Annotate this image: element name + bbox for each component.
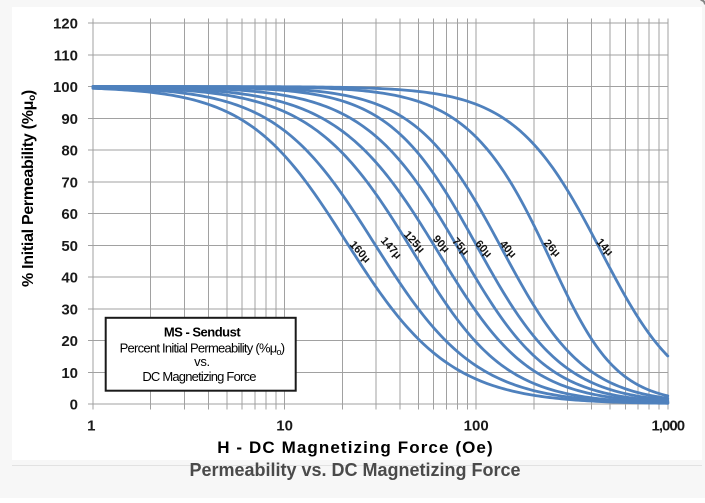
svg-text:10: 10 — [61, 365, 78, 382]
svg-text:80: 80 — [61, 143, 78, 160]
svg-text:10: 10 — [276, 418, 293, 435]
svg-text:vs.: vs. — [194, 354, 210, 369]
svg-text:1: 1 — [87, 418, 95, 435]
svg-text:Percent Initial Permeability (: Percent Initial Permeability (%μo) — [120, 341, 285, 358]
svg-text:20: 20 — [61, 333, 78, 350]
svg-text:30: 30 — [61, 301, 78, 318]
svg-text:Permeability vs. DC Magnetizin: Permeability vs. DC Magnetizing Force — [189, 460, 520, 480]
svg-text:120: 120 — [53, 16, 78, 33]
svg-text:H - DC Magnetizing Force (Oe): H - DC Magnetizing Force (Oe) — [217, 438, 494, 457]
svg-text:70: 70 — [61, 174, 78, 191]
svg-text:1,000: 1,000 — [652, 418, 685, 435]
svg-text:100: 100 — [464, 418, 489, 435]
svg-text:60: 60 — [61, 206, 78, 223]
svg-text:% Initial Permeability (%μo): % Initial Permeability (%μo) — [20, 90, 38, 287]
svg-text:50: 50 — [61, 238, 78, 255]
svg-text:110: 110 — [54, 47, 78, 64]
svg-text:90: 90 — [61, 111, 78, 128]
svg-text:40: 40 — [61, 270, 78, 287]
svg-text:MS - Sendust: MS - Sendust — [164, 324, 242, 339]
svg-text:100: 100 — [53, 79, 78, 96]
svg-text:DC Magnetizing Force: DC Magnetizing Force — [142, 369, 256, 384]
svg-text:0: 0 — [70, 397, 78, 414]
